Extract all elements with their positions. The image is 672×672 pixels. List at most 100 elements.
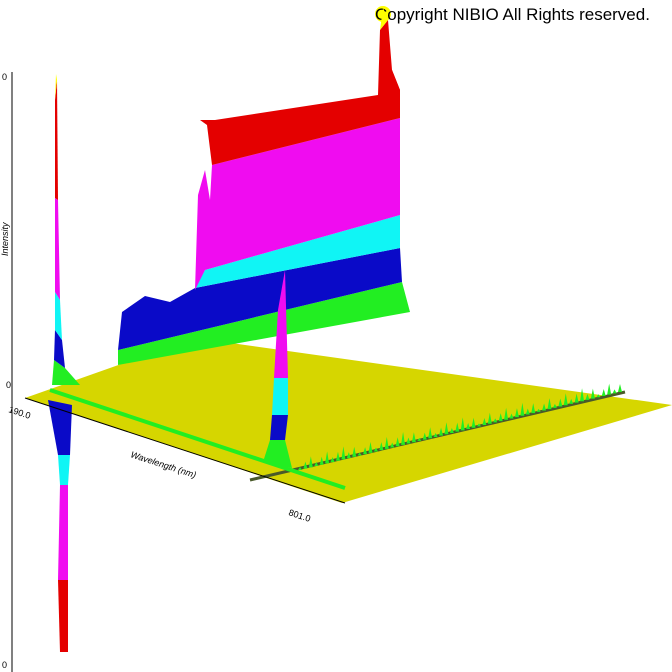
ridge-noise-peak bbox=[466, 423, 471, 430]
ridge-noise-peak bbox=[314, 462, 319, 467]
ridge-noise-peak bbox=[325, 451, 330, 464]
ridge-noise-peak bbox=[319, 456, 324, 465]
ridge-noise-peak bbox=[368, 441, 373, 453]
y-tick-label-bottom: 0 bbox=[2, 660, 7, 670]
left-peak-band-cyan bbox=[55, 292, 62, 340]
ridge-noise-peak bbox=[341, 446, 346, 460]
ridge-noise-peak bbox=[596, 394, 601, 398]
ridge-noise-peak bbox=[401, 431, 406, 445]
lower-peak-band-red bbox=[58, 580, 68, 652]
wavelength-axis-title: Wavelength (nm) bbox=[129, 449, 197, 480]
ridge-noise-peak bbox=[303, 461, 308, 469]
ridge-noise-peak bbox=[433, 432, 438, 437]
wall-band-magenta bbox=[195, 118, 400, 290]
left-peak-band-green bbox=[52, 360, 80, 385]
wall-band-cyan bbox=[170, 215, 400, 302]
lower-peak-band-magenta bbox=[58, 485, 68, 580]
left-peak-band-magenta bbox=[55, 198, 60, 300]
intensity-axis-title: Intensity bbox=[0, 222, 10, 256]
ridge-noise-peak bbox=[390, 442, 395, 448]
front-ridge-line bbox=[49, 388, 346, 490]
y-tick-label-mid: 0 bbox=[6, 380, 11, 390]
middle-peak bbox=[263, 270, 292, 468]
ridge-noise-peak bbox=[601, 388, 606, 396]
ridge-noise-peak bbox=[417, 437, 422, 441]
lower-peak-band-cyan bbox=[58, 455, 70, 485]
spectrum-wall bbox=[118, 8, 410, 365]
ridge-noise-peak bbox=[520, 402, 525, 416]
wall-band-green bbox=[118, 282, 410, 365]
ridge-noise-peak bbox=[471, 417, 476, 428]
middle-peak-band-magenta bbox=[274, 270, 288, 378]
ridge-noise-peak bbox=[509, 413, 514, 419]
ridge-noise-peak bbox=[514, 408, 519, 418]
ridge-noise-peak bbox=[498, 413, 503, 422]
ridge-noise-peaks bbox=[298, 383, 622, 470]
ridge-noise-peak bbox=[406, 437, 411, 444]
ridge-noise-peak bbox=[580, 388, 585, 402]
wall-band-yellow-tip bbox=[380, 8, 388, 30]
ridge-noise-peak bbox=[482, 418, 487, 426]
x-tick-label-start: 190.0 bbox=[7, 404, 32, 420]
ridge-noise-peak bbox=[352, 446, 357, 457]
ridge-noise-peak bbox=[590, 388, 595, 399]
ridge-noise-peak bbox=[395, 437, 400, 447]
ridge-noise-peak bbox=[487, 412, 492, 424]
ridge-noise-peak bbox=[531, 403, 536, 414]
ridge-noise-peak bbox=[373, 447, 378, 452]
ridge-noise-peak bbox=[449, 427, 454, 433]
ridge-noise-peak bbox=[330, 457, 335, 463]
ridge-noise-peak bbox=[476, 423, 481, 427]
ridge-noise-peak bbox=[308, 456, 313, 468]
ridge-noise-peak bbox=[569, 398, 574, 404]
ridge-noise-peak bbox=[346, 452, 351, 459]
ridge-noise-peak bbox=[493, 418, 498, 423]
ridge-noise-peak bbox=[536, 408, 541, 412]
ridge-noise-peak bbox=[552, 403, 557, 408]
copyright-notice: Copyright NIBIO All Rights reserved. bbox=[375, 5, 650, 24]
ridge-noise-peak bbox=[379, 442, 384, 451]
ridge-noise-peak bbox=[335, 451, 340, 461]
y-tick-label-top: 0 bbox=[2, 72, 7, 82]
left-peak-upper bbox=[52, 74, 80, 385]
ridge-noise-peak bbox=[504, 407, 509, 420]
base-plane bbox=[25, 338, 672, 503]
ridge-noise-peak bbox=[612, 389, 617, 394]
lower-peak-band-blue bbox=[48, 400, 72, 455]
ridge-noise-peak bbox=[558, 398, 563, 407]
left-peak-band-blue bbox=[54, 330, 65, 368]
ridge-noise-peak bbox=[525, 408, 530, 415]
ridge-noise-peak bbox=[411, 432, 416, 443]
ridge-noise-peak bbox=[542, 403, 547, 411]
ridge-noise-peak bbox=[444, 422, 449, 435]
ridge-noise-peak bbox=[357, 452, 362, 456]
middle-peak-band-blue bbox=[270, 415, 288, 440]
middle-peak-band-green bbox=[263, 440, 292, 468]
ridge-noise-peak bbox=[563, 393, 568, 406]
ridge-noise-peak bbox=[618, 384, 622, 392]
ridge-noise-peak bbox=[363, 447, 368, 455]
ridge-noise-peak bbox=[439, 427, 444, 436]
ridge-noise-peak bbox=[547, 398, 552, 410]
middle-peak-band-cyan bbox=[272, 378, 288, 415]
wall-band-red-peak bbox=[378, 20, 400, 95]
ridge-noise-peak bbox=[460, 417, 465, 431]
ridge-noise-peak bbox=[607, 383, 612, 395]
left-peak-band-yellow bbox=[55, 74, 57, 100]
wavelength-axis bbox=[24, 397, 346, 504]
ridge-noise-peak bbox=[384, 436, 389, 449]
wall-band-blue bbox=[118, 248, 402, 350]
ridge-noise-peak bbox=[585, 393, 590, 400]
ridge-noise-peak bbox=[422, 432, 427, 440]
back-ridge-line bbox=[249, 390, 626, 482]
x-tick-label-end: 801.0 bbox=[287, 507, 312, 523]
ridge-noise-peak bbox=[428, 427, 433, 439]
ridge-noise-peak bbox=[455, 422, 460, 432]
wall-band-red bbox=[200, 70, 400, 165]
ridge-noise-peak bbox=[298, 467, 302, 470]
left-peak-lower bbox=[48, 400, 72, 652]
ridge-noise-peak bbox=[574, 393, 579, 403]
left-peak-band-red bbox=[55, 80, 58, 200]
